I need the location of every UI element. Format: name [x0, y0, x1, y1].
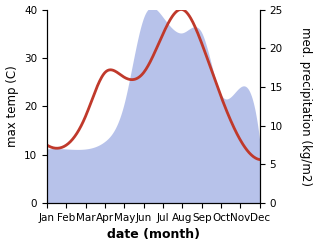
Y-axis label: max temp (C): max temp (C): [5, 65, 18, 147]
Y-axis label: med. precipitation (kg/m2): med. precipitation (kg/m2): [300, 27, 313, 186]
X-axis label: date (month): date (month): [107, 228, 200, 242]
